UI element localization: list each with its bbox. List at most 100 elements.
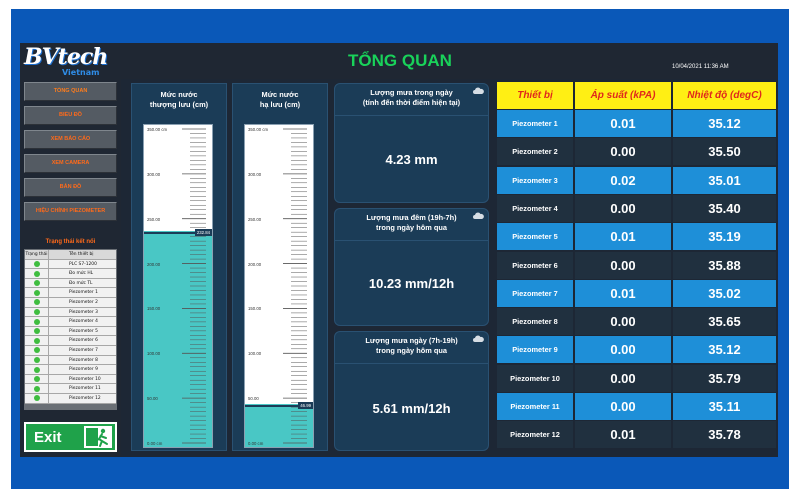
temperature-cell: 35.01: [673, 166, 776, 194]
status-indicator-icon: [33, 376, 40, 383]
gauge-tick-label: 50.00: [147, 396, 158, 402]
table-row: Piezometer 11 0.00 35.11: [497, 393, 776, 420]
table-row: Piezometer 2 0.00 35.50: [497, 138, 776, 166]
top-bar: [20, 43, 778, 79]
nav-report-button[interactable]: XEM BÁO CÁO: [24, 130, 117, 149]
device-name-cell: Piezometer 12: [497, 421, 573, 449]
pressure-cell: 0.00: [575, 336, 671, 364]
nav-map-button[interactable]: BẢN ĐỒ: [24, 178, 117, 197]
status-row: Piezometer 4: [25, 317, 116, 327]
level-marker: [144, 232, 212, 235]
temperature-cell: 35.88: [673, 251, 776, 279]
rain-today-line2: (tính đến thời điểm hiện tại): [362, 98, 461, 107]
device-name: Piezometer 11: [69, 386, 101, 392]
nav-overview-button[interactable]: TỔNG QUAN: [24, 82, 117, 101]
device-name: Piezometer 6: [69, 338, 98, 344]
sidebar: TỔNG QUAN BIỂU ĐỒ XEM BÁO CÁO XEM CAMERA…: [20, 79, 121, 457]
upstream-title-line2: thượng lưu (cm): [149, 100, 209, 109]
status-cell: [25, 365, 49, 374]
device-name-cell: Piezometer 11: [497, 393, 573, 420]
nav-chart-button[interactable]: BIỂU ĐỒ: [24, 106, 117, 125]
status-row: Piezometer 12: [25, 393, 116, 404]
device-name: Piezometer 10: [69, 376, 101, 382]
device-name: Piezometer 1: [69, 290, 98, 296]
upstream-level-title: Mức nước thượng lưu (cm): [132, 90, 226, 110]
gauge-tick-label: 150.00: [248, 306, 262, 312]
device-name-cell: Piezometer 5: [497, 223, 573, 251]
level-value-tag: 232.84: [194, 229, 212, 237]
pressure-cell: 0.00: [575, 364, 671, 392]
device-name-cell: Piezometer 10: [497, 364, 573, 392]
table-row: Piezometer 9 0.00 35.12: [497, 336, 776, 364]
temperature-cell: 35.79: [673, 364, 776, 392]
nav-camera-button[interactable]: XEM CAMERA: [24, 154, 117, 173]
gauge-tick-label: 0.00 cm: [147, 441, 163, 446]
status-cell: [25, 345, 49, 355]
status-cell: [25, 393, 49, 403]
device-name: Đo mức TL: [69, 280, 93, 286]
status-row: Piezometer 7: [25, 345, 116, 356]
divider: [335, 363, 488, 364]
divider: [335, 115, 488, 116]
status-indicator-icon: [33, 337, 40, 344]
device-name: Piezometer 7: [69, 347, 98, 353]
gauge-tick-label: 300.00: [147, 171, 161, 177]
temperature-cell: 35.50: [673, 138, 776, 166]
status-indicator-icon: [33, 299, 40, 306]
status-indicator-icon: [33, 357, 40, 364]
device-name: Piezometer 5: [69, 328, 98, 334]
downstream-level-gauge: 350.00 cm 300.00 250.00 200.00 150.00 100.00 5…: [244, 124, 314, 448]
cloud-icon: [473, 87, 484, 94]
table-row: Piezometer 7 0.01 35.02: [497, 279, 776, 307]
rain-day-value: 5.61 mm/12h: [372, 401, 451, 416]
status-cell: [25, 317, 49, 326]
temperature-cell: 35.19: [673, 223, 776, 251]
temperature-cell: 35.78: [673, 421, 776, 449]
device-name-cell: Piezometer 4: [497, 194, 573, 222]
device-column-header: Thiết bị: [497, 82, 573, 109]
table-header-row: Thiết bị Áp suất (kPA) Nhiệt độ (degC): [497, 82, 776, 109]
table-row: Piezometer 1 0.01 35.12: [497, 110, 776, 137]
rain-today-title: Lượng mưa trong ngày (tính đến thời điểm…: [335, 84, 488, 114]
downstream-title-line1: Mức nước: [261, 90, 299, 99]
rain-night-title: Lượng mưa đêm (19h-7h) trong ngày hôm qu…: [335, 209, 488, 239]
status-indicator-icon: [33, 309, 40, 316]
page-title: TỔNG QUAN: [348, 51, 452, 70]
gauge-tick-label: 150.00: [147, 306, 161, 312]
status-row: Piezometer 10: [25, 374, 116, 385]
gauge-tick-label: 350.00 cm: [248, 127, 269, 132]
temperature-cell: 35.02: [673, 279, 776, 307]
upstream-level-panel: Mức nước thượng lưu (cm) 350.00 cm 300.00…: [131, 83, 227, 451]
pressure-cell: 0.00: [575, 138, 671, 166]
status-col-header: Trạng thái: [25, 250, 49, 259]
status-cell: [25, 297, 49, 307]
pressure-cell: 0.00: [575, 308, 671, 336]
device-name-cell: Piezometer 8: [497, 308, 573, 336]
gauge-tick-label: 250.00: [147, 216, 161, 222]
running-man-exit-icon: [84, 426, 112, 448]
device-name: PLC S7-1200: [69, 261, 97, 267]
table-row: Piezometer 8 0.00 35.65: [497, 308, 776, 336]
status-indicator-icon: [33, 385, 40, 392]
pressure-cell: 0.02: [575, 166, 671, 194]
status-indicator-icon: [33, 347, 40, 354]
nav-calibrate-button[interactable]: HIỆU CHỈNH PIEZOMETER: [24, 202, 117, 221]
status-row: Piezometer 5: [25, 326, 116, 337]
exit-button[interactable]: Exit: [24, 422, 117, 452]
status-cell: [25, 288, 49, 297]
device-name: Piezometer 3: [69, 309, 98, 315]
pressure-cell: 0.01: [575, 223, 671, 251]
datetime-display: 10/04/2021 11:36 AM: [672, 64, 729, 70]
status-cell: [25, 269, 49, 278]
logo-subtext: Vietnam: [62, 68, 100, 77]
rain-today-panel: Lượng mưa trong ngày (tính đến thời điểm…: [334, 83, 489, 203]
status-header-row: Trạng thái Tên thiết bị: [25, 250, 116, 260]
status-indicator-icon: [33, 366, 40, 373]
gauge-scale: [283, 128, 307, 444]
pressure-cell: 0.00: [575, 251, 671, 279]
table-row: Piezometer 5 0.01 35.19: [497, 223, 776, 251]
exit-label: Exit: [34, 429, 62, 446]
connection-status-table: Trạng thái Tên thiết bị PLC S7-1200 Đo mứ…: [25, 250, 116, 404]
temperature-cell: 35.12: [673, 110, 776, 137]
status-cell: [25, 326, 49, 336]
